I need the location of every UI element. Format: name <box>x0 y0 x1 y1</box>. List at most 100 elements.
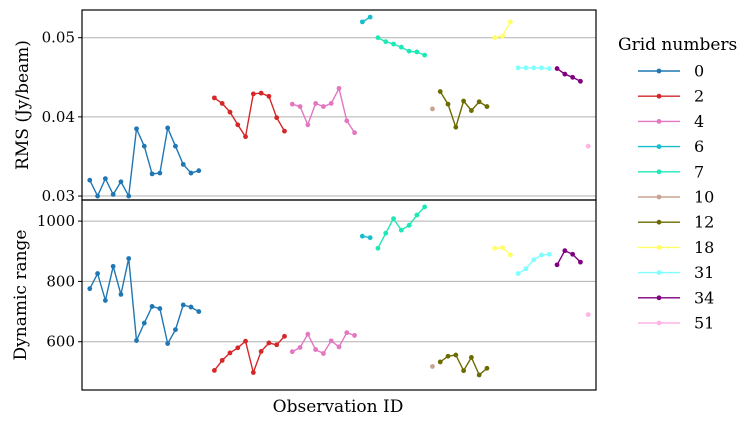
rms-series-6-point-5 <box>476 99 482 105</box>
rms-series-1-point-1 <box>219 101 225 106</box>
rms-series-2-point-8 <box>352 130 357 136</box>
dynamic-range-panel: 600 800 1000 Dynamic range <box>11 199 597 391</box>
legend-entry-2: 2 <box>638 87 704 106</box>
dr-series-7-point-0 <box>492 245 498 251</box>
rms-series-2-point-0 <box>289 101 295 107</box>
rms-series-1-point-8 <box>274 115 280 121</box>
dr-series-4-point-2 <box>391 216 396 222</box>
dr-series-9-point-0 <box>554 262 560 268</box>
dr-series-4 <box>375 204 428 251</box>
dr-series-2-point-1 <box>297 345 303 350</box>
dr-series-0-point-2 <box>102 298 108 303</box>
dr-series-2-point-5 <box>328 338 334 344</box>
rms-series-3-point-0 <box>359 19 365 25</box>
dr-series-4-point-5 <box>414 212 420 218</box>
dr-series-10 <box>585 312 591 318</box>
rms-series-0 <box>87 125 202 199</box>
dr-series-0-point-7 <box>141 320 147 326</box>
rms-series-4-point-4 <box>406 48 412 54</box>
dr-series-4-point-0 <box>375 245 381 251</box>
rms-series-0-point-14 <box>196 168 202 174</box>
rms-series-0-point-1 <box>95 193 100 199</box>
legend-label-6: 12 <box>694 213 714 232</box>
legend-swatch-marker-4 <box>656 169 662 175</box>
dr-series-0-point-6 <box>134 338 139 343</box>
rms-series-1-point-7 <box>266 93 272 99</box>
rms-series-7-point-0 <box>492 35 498 41</box>
dr-series-1-point-7 <box>266 340 272 346</box>
dr-series-6-point-5 <box>476 372 482 378</box>
rms-series-8-point-1 <box>523 65 529 71</box>
dr-series-6 <box>437 352 490 378</box>
rms-y-tick-label-1: 0.04 <box>42 108 75 126</box>
dr-series-4-point-6 <box>422 204 428 210</box>
dr-series-2-point-0 <box>289 349 295 355</box>
dr-series-1-point-9 <box>282 333 287 339</box>
dr-series-9-point-2 <box>570 251 576 257</box>
dr-series-2-point-4 <box>321 351 326 356</box>
dr-series-2-point-8 <box>352 333 357 338</box>
legend-swatch-marker-3 <box>656 144 662 150</box>
rms-series-9-point-0 <box>554 66 560 71</box>
rms-series-6-line <box>439 91 488 130</box>
rms-series-9-point-3 <box>578 78 583 84</box>
rms-series-2-point-2 <box>305 122 311 128</box>
rms-series-8-point-2 <box>531 65 537 71</box>
dr-series-6-point-4 <box>468 355 474 360</box>
rms-series-6-point-2 <box>453 124 459 130</box>
legend-swatch-marker-5 <box>656 194 662 200</box>
dr-series-8-point-4 <box>546 251 552 257</box>
dr-series-9-point-3 <box>578 259 583 265</box>
dr-series-4-point-4 <box>406 222 412 228</box>
rms-series-4-point-6 <box>422 52 428 58</box>
legend-entry-31: 31 <box>638 263 714 282</box>
rms-series-1-line <box>213 92 286 139</box>
dr-series-1-point-6 <box>258 348 264 354</box>
legend-label-1: 2 <box>694 87 704 106</box>
x-axis-label: Observation ID <box>273 397 404 417</box>
rms-series-2-point-6 <box>336 85 342 91</box>
rms-series-2-line <box>292 86 356 134</box>
dr-series-5 <box>430 364 435 369</box>
legend: Grid numbers 0 2 4 6 7 10 12 18 31 34 51 <box>618 35 737 333</box>
rms-series-4-point-0 <box>375 35 381 41</box>
dr-series-2-line <box>291 331 355 355</box>
legend-swatch-marker-8 <box>656 270 662 275</box>
dr-series-9-point-1 <box>562 248 568 254</box>
dr-series-3-point-1 <box>367 235 373 241</box>
rms-series-9-point-2 <box>570 74 576 80</box>
rms-series-1-point-6 <box>258 90 264 96</box>
rms-series-0-point-0 <box>87 177 93 183</box>
legend-entry-18: 18 <box>638 238 714 257</box>
rms-series-0-point-13 <box>188 170 194 176</box>
dr-series-0-point-5 <box>126 256 132 261</box>
rms-series-6-point-1 <box>445 101 451 107</box>
rms-series-6-point-6 <box>484 104 490 109</box>
rms-series-5-point-0 <box>430 106 435 112</box>
dr-series-8-line <box>517 253 550 275</box>
dr-series-0-point-12 <box>180 302 186 308</box>
dr-series-0-point-10 <box>165 341 171 346</box>
rms-series-1-point-4 <box>243 134 248 140</box>
legend-swatch-marker-9 <box>656 295 662 301</box>
dr-series-0-point-8 <box>149 304 155 309</box>
dr-series-1-point-4 <box>243 338 248 344</box>
rms-series-6-point-3 <box>461 98 467 104</box>
rms-series-8-point-4 <box>546 66 552 71</box>
dr-y-axis-label: Dynamic range <box>11 230 31 361</box>
rms-series-2-point-3 <box>313 101 319 106</box>
legend-label-3: 6 <box>694 137 704 156</box>
rms-series-0-point-9 <box>157 170 163 176</box>
dr-series-0-point-4 <box>118 291 124 297</box>
legend-label-7: 18 <box>694 238 714 257</box>
dr-series-0-point-9 <box>157 306 163 311</box>
rms-series-0-point-6 <box>134 126 139 132</box>
dr-series-6-point-2 <box>453 352 459 358</box>
rms-series-0-point-12 <box>180 161 186 167</box>
dr-series-0-point-13 <box>188 304 194 310</box>
legend-entry-0: 0 <box>638 62 704 81</box>
dr-y-tick-label-0: 600 <box>46 333 75 351</box>
dr-y-tick-label-2: 1000 <box>37 212 75 230</box>
rms-series-9-point-1 <box>562 71 568 77</box>
rms-series-0-line <box>89 125 200 199</box>
